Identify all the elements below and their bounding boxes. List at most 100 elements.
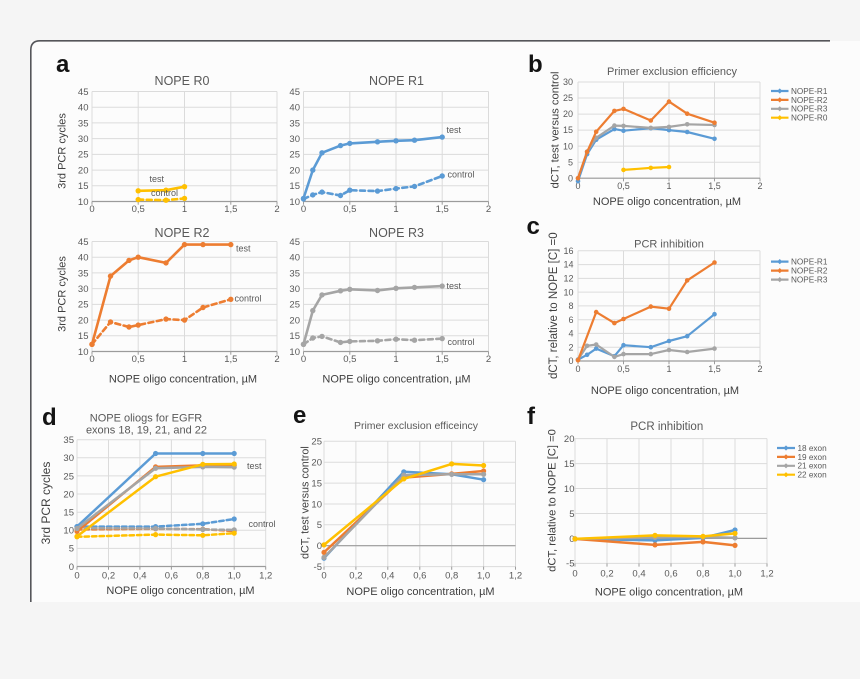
svg-text:dCT, test versus control: dCT, test versus control — [299, 446, 311, 559]
svg-text:control: control — [151, 188, 178, 198]
svg-text:25: 25 — [63, 471, 74, 482]
svg-text:2: 2 — [757, 181, 762, 191]
svg-text:0,8: 0,8 — [696, 569, 709, 580]
svg-text:15: 15 — [63, 508, 74, 519]
svg-text:2: 2 — [274, 354, 279, 365]
svg-text:8: 8 — [568, 301, 573, 311]
svg-text:3rd PCR cycles: 3rd PCR cycles — [39, 462, 53, 545]
svg-text:40: 40 — [289, 103, 300, 114]
svg-text:10: 10 — [311, 499, 322, 510]
svg-text:30: 30 — [289, 284, 300, 295]
svg-text:NOPE R3: NOPE R3 — [369, 226, 424, 240]
svg-text:2: 2 — [568, 342, 573, 352]
svg-text:0: 0 — [301, 354, 306, 365]
svg-text:0,5: 0,5 — [617, 181, 630, 191]
svg-text:15: 15 — [289, 331, 300, 342]
svg-text:0,5: 0,5 — [132, 204, 145, 215]
svg-text:2: 2 — [486, 354, 491, 365]
svg-text:1,5: 1,5 — [436, 354, 449, 365]
svg-text:0,2: 0,2 — [600, 569, 613, 580]
svg-text:control: control — [448, 170, 475, 180]
svg-text:dCT, relative to NOPE [C] =0: dCT, relative to NOPE [C] =0 — [547, 429, 559, 572]
svg-text:20: 20 — [564, 434, 575, 445]
svg-text:45: 45 — [78, 87, 89, 98]
svg-text:0: 0 — [575, 181, 580, 191]
svg-text:15: 15 — [78, 181, 89, 192]
svg-text:15: 15 — [78, 331, 89, 342]
svg-text:1,0: 1,0 — [728, 569, 741, 580]
svg-text:30: 30 — [289, 134, 300, 145]
svg-text:NOPE-R1: NOPE-R1 — [791, 258, 828, 267]
svg-text:f: f — [527, 403, 536, 430]
svg-text:15: 15 — [311, 478, 322, 489]
svg-text:0,2: 0,2 — [102, 571, 115, 582]
svg-text:0,6: 0,6 — [165, 571, 178, 582]
svg-text:40: 40 — [78, 253, 89, 264]
svg-text:0,8: 0,8 — [445, 571, 458, 582]
svg-text:NOPE-R0: NOPE-R0 — [791, 114, 828, 123]
svg-text:30: 30 — [78, 284, 89, 295]
svg-text:0,5: 0,5 — [132, 354, 145, 365]
svg-text:NOPE oligo concentration, µM: NOPE oligo concentration, µM — [109, 374, 257, 386]
svg-text:10: 10 — [564, 484, 575, 495]
svg-text:0,6: 0,6 — [413, 571, 426, 582]
svg-text:22 exon: 22 exon — [798, 471, 828, 480]
svg-text:19 exon: 19 exon — [798, 453, 828, 462]
svg-text:1: 1 — [393, 354, 398, 365]
svg-text:0,6: 0,6 — [664, 569, 677, 580]
svg-text:Primer exclusion efficiency: Primer exclusion efficiency — [607, 66, 738, 78]
svg-text:20: 20 — [78, 165, 89, 176]
svg-text:0: 0 — [317, 541, 322, 552]
svg-text:35: 35 — [78, 118, 89, 129]
svg-text:1,5: 1,5 — [436, 204, 449, 215]
svg-text:40: 40 — [78, 103, 89, 114]
svg-text:45: 45 — [289, 87, 300, 98]
svg-text:5: 5 — [569, 509, 574, 520]
svg-text:exons 18, 19, 21, and 22: exons 18, 19, 21, and 22 — [86, 425, 207, 437]
svg-text:test: test — [247, 461, 262, 471]
svg-text:NOPE oligo concentration, µM: NOPE oligo concentration, µM — [593, 196, 741, 208]
svg-text:2: 2 — [757, 364, 762, 374]
svg-text:35: 35 — [289, 268, 300, 279]
svg-text:15: 15 — [563, 125, 573, 135]
svg-text:1: 1 — [182, 354, 187, 365]
svg-text:6: 6 — [568, 315, 573, 325]
svg-text:1: 1 — [666, 364, 671, 374]
svg-text:1,5: 1,5 — [224, 204, 237, 215]
svg-text:25: 25 — [78, 300, 89, 311]
svg-text:0: 0 — [575, 364, 580, 374]
svg-text:b: b — [528, 51, 543, 78]
svg-text:20: 20 — [563, 109, 573, 119]
svg-text:20: 20 — [289, 165, 300, 176]
svg-text:dCT, test versus control: dCT, test versus control — [550, 72, 562, 189]
svg-text:15: 15 — [564, 459, 575, 470]
svg-text:45: 45 — [289, 237, 300, 248]
svg-text:10: 10 — [563, 141, 573, 151]
svg-text:5: 5 — [568, 157, 573, 167]
svg-text:a: a — [56, 51, 70, 78]
svg-text:NOPE oligo concentration, µM: NOPE oligo concentration, µM — [106, 585, 254, 597]
svg-text:NOPE oligo concentration, µM: NOPE oligo concentration, µM — [346, 586, 494, 598]
svg-text:PCR inhibition: PCR inhibition — [630, 421, 703, 433]
svg-text:NOPE-R1: NOPE-R1 — [791, 87, 828, 96]
svg-text:NOPE R1: NOPE R1 — [369, 74, 424, 88]
svg-text:30: 30 — [63, 453, 74, 464]
svg-text:10: 10 — [78, 347, 89, 358]
svg-text:e: e — [293, 402, 306, 429]
svg-text:12: 12 — [563, 274, 573, 284]
svg-text:2: 2 — [274, 204, 279, 215]
svg-text:25: 25 — [289, 300, 300, 311]
svg-text:0: 0 — [321, 571, 326, 582]
svg-text:25: 25 — [563, 93, 573, 103]
svg-text:45: 45 — [78, 237, 89, 248]
svg-text:25: 25 — [311, 437, 322, 448]
svg-text:1,5: 1,5 — [708, 364, 721, 374]
svg-text:0,8: 0,8 — [196, 571, 209, 582]
svg-text:20: 20 — [78, 315, 89, 326]
svg-text:NOPE oligo concentration, µM: NOPE oligo concentration, µM — [322, 374, 470, 386]
svg-text:NOPE-R2: NOPE-R2 — [791, 267, 828, 276]
svg-text:NOPE-R3: NOPE-R3 — [791, 276, 828, 285]
svg-text:0: 0 — [69, 562, 74, 573]
svg-text:1,5: 1,5 — [224, 354, 237, 365]
svg-text:1: 1 — [393, 204, 398, 215]
